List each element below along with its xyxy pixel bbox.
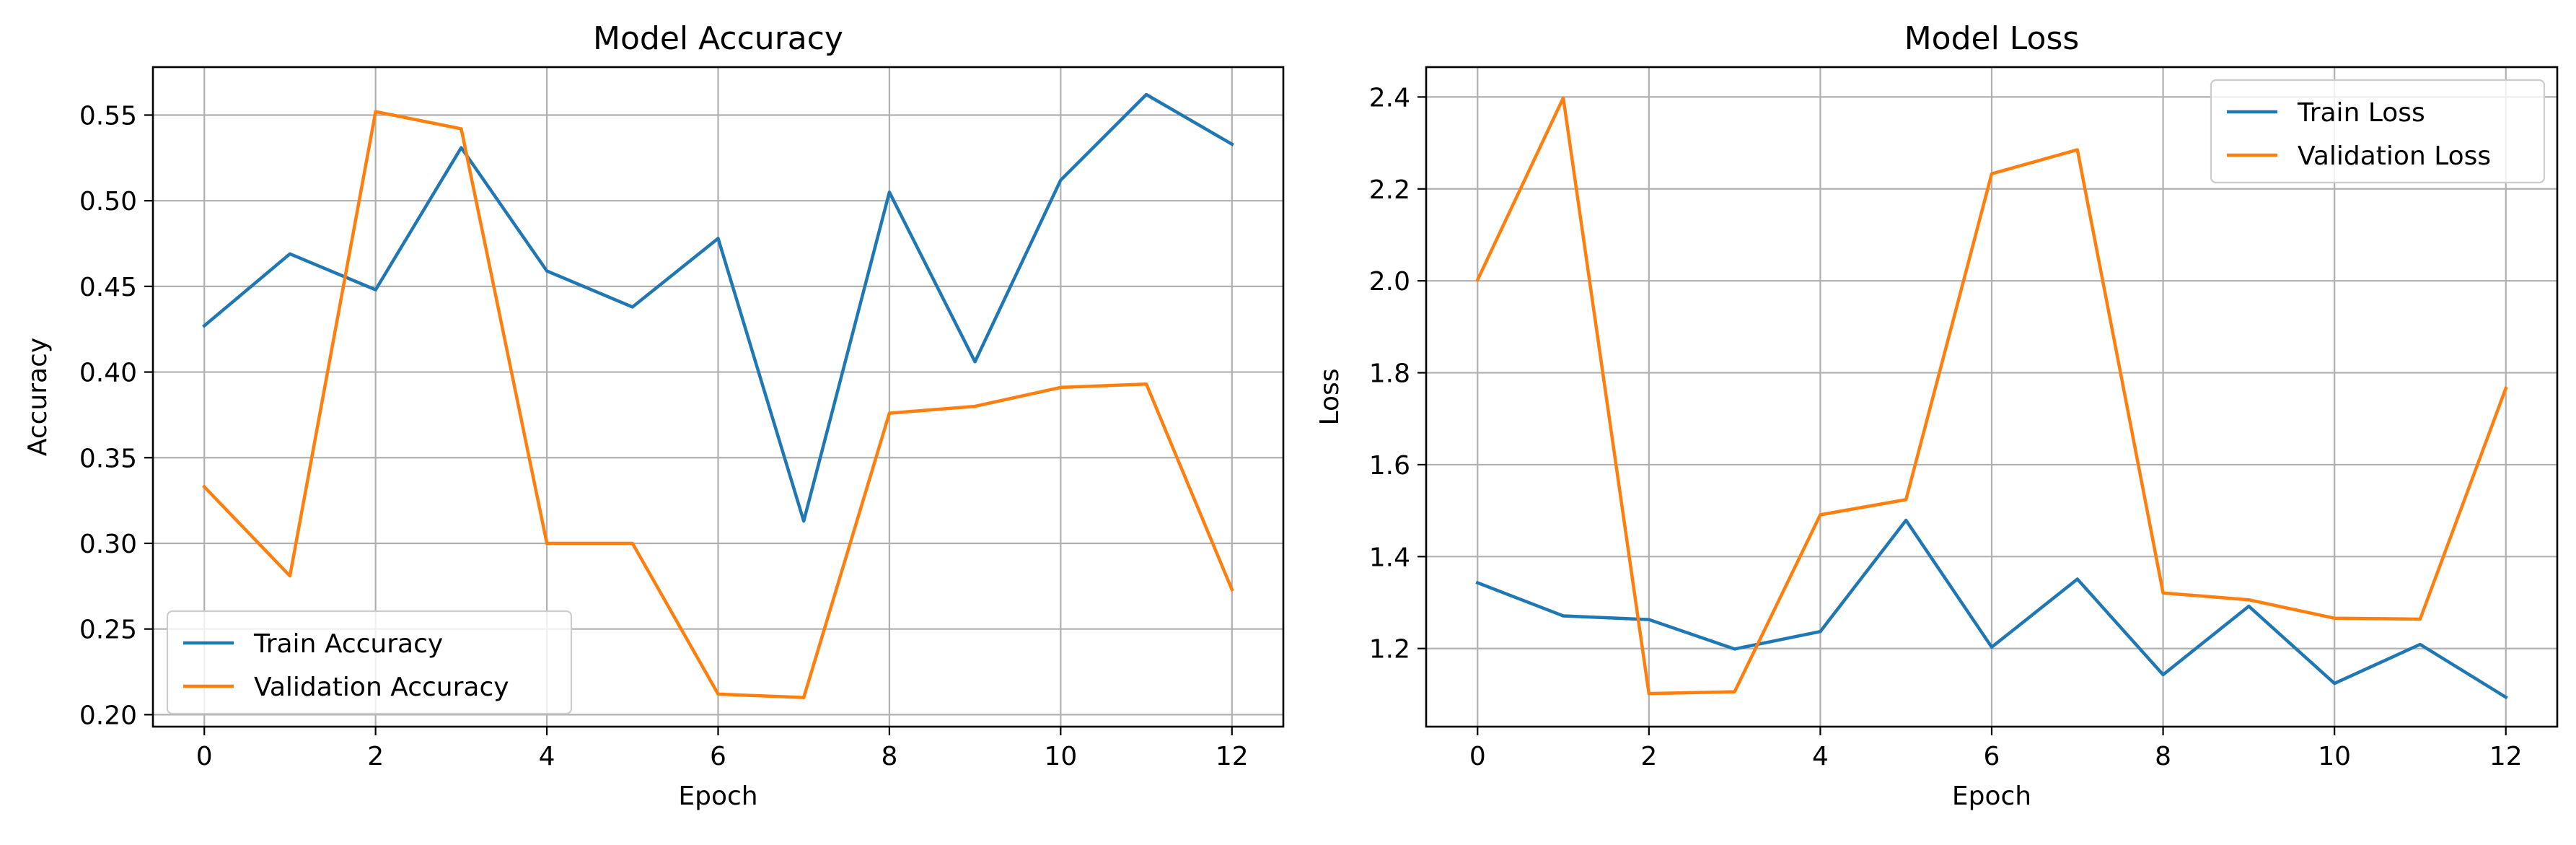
y-tick-label: 0.25 [79,616,137,645]
x-tick-label: 0 [1469,742,1486,771]
legend-label-1: Train Loss [2297,98,2425,128]
x-tick-label: 8 [2155,742,2171,771]
y-tick-label: 1.2 [1369,635,1410,665]
legend-label-1: Train Accuracy [253,629,443,659]
y-tick-label: 1.8 [1369,359,1410,389]
series-line-2 [202,110,1234,699]
y-tick-label: 2.2 [1369,175,1410,205]
y-tick-label: 2.0 [1369,267,1410,297]
legend-box [166,610,573,715]
y-tick-label: 0.55 [79,101,137,131]
chart-panel-1: 0 2 4 6 8 10 12 0.20 0.25 0.30 0.35 0.40 0.45 0.50 0.5… [23,20,1285,811]
x-tick-label: 2 [1640,742,1657,771]
y-tick-label: 1.4 [1369,543,1410,572]
y-tick-label: 2.4 [1369,83,1410,113]
x-tick-label: 2 [367,742,384,771]
x-tick-label: 6 [1984,742,2000,771]
x-tick-label: 6 [710,742,726,771]
x-tick-label: 12 [2489,742,2523,771]
series-line-1 [202,92,1234,523]
y-tick-label: 1.6 [1369,451,1410,481]
y-tick-label: 0.40 [79,359,137,388]
chart-title: Model Accuracy [593,20,843,57]
legend-label-2: Validation Loss [2298,141,2491,171]
x-axis-label: Epoch [1952,781,2031,811]
x-tick-label: 4 [539,742,555,771]
series-line-1 [1475,518,2508,700]
x-tick-label: 0 [196,742,213,771]
y-tick-label: 0.50 [79,187,137,216]
legend-box [2210,79,2546,184]
x-tick-label: 4 [1812,742,1829,771]
legend: Train Accuracy Validation Accuracy [166,610,573,715]
y-tick-label: 0.20 [79,701,137,730]
y-tick-label: 0.30 [79,530,137,559]
x-tick-label: 10 [1044,742,1077,771]
series-line-2 [1475,96,2508,696]
y-axis-label: Accuracy [23,338,53,456]
legend-label-2: Validation Accuracy [254,673,509,702]
chart-panel-2: 0 2 4 6 8 10 12 1.2 1.4 1.6 1.8 2.0 2.2 2.4 Model Loss… [1315,20,2559,811]
x-tick-label: 8 [881,742,897,771]
chart-title: Model Loss [1904,20,2080,57]
legend: Train Loss Validation Loss [2210,79,2546,184]
x-axis-label: Epoch [678,781,757,811]
x-tick-label: 12 [1216,742,1249,771]
y-axis-label: Loss [1315,369,1345,426]
y-tick-label: 0.35 [79,444,137,473]
y-tick-label: 0.45 [79,273,137,302]
x-tick-label: 10 [2318,742,2351,771]
